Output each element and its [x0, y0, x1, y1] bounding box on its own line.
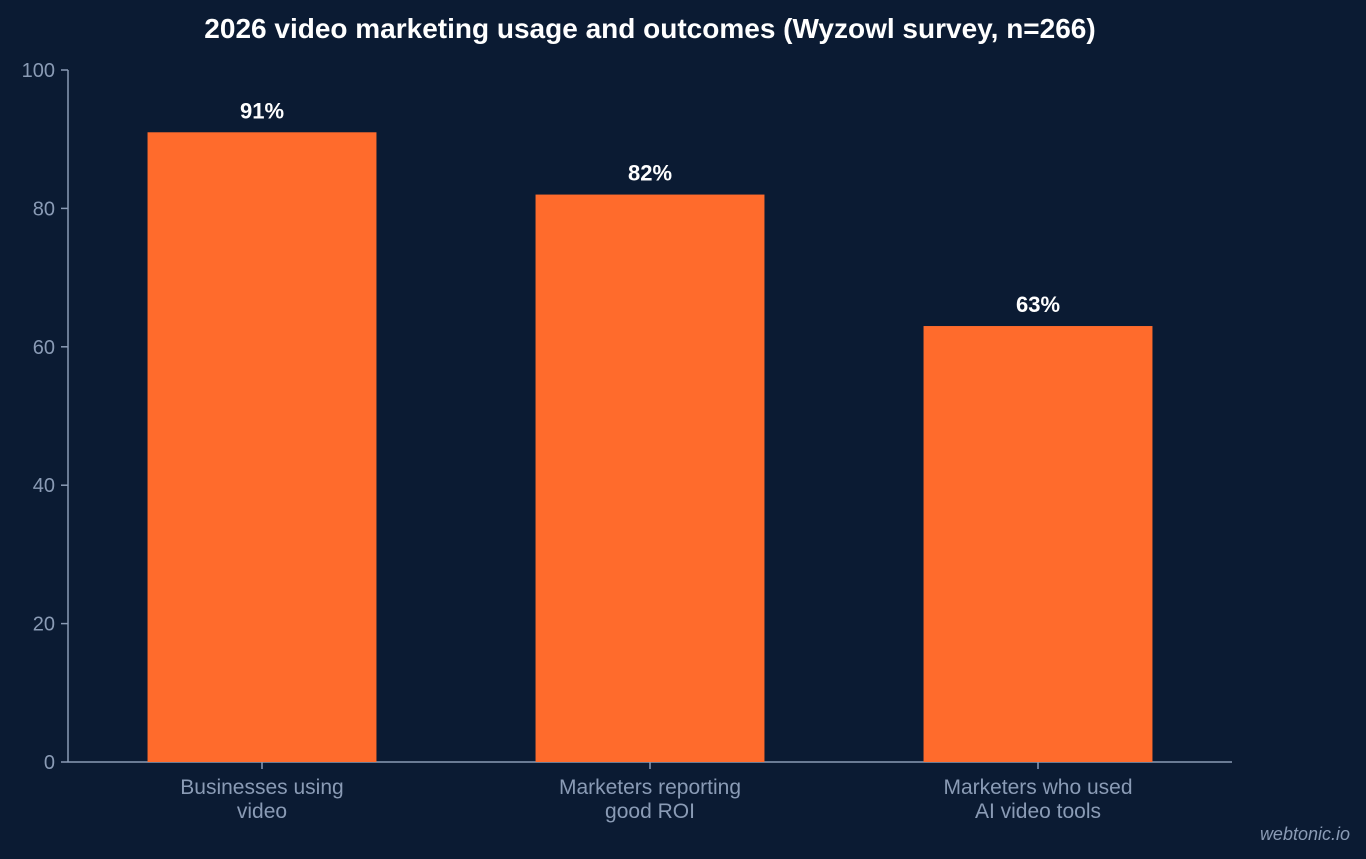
y-tick-label: 0 — [44, 752, 55, 774]
bar — [535, 194, 765, 762]
x-tick-label: video — [237, 800, 287, 823]
y-tick-label: 100 — [22, 60, 55, 82]
x-tick-label: Businesses using — [180, 776, 343, 799]
bars-group: 91% 82% 63% — [147, 98, 1153, 762]
bar-value-label: 63% — [1016, 292, 1060, 317]
chart-title: 2026 video marketing usage and outcomes … — [204, 13, 1095, 44]
watermark-text: webtonic.io — [1260, 824, 1350, 844]
x-tick-label: AI video tools — [975, 800, 1101, 823]
bar-value-label: 82% — [628, 161, 672, 186]
bar — [923, 326, 1153, 762]
y-tick-label: 60 — [33, 337, 55, 359]
x-tick-label: good ROI — [605, 800, 695, 823]
y-tick-label: 80 — [33, 198, 55, 220]
bar — [147, 132, 377, 762]
x-tick-label: Marketers reporting — [559, 776, 741, 799]
x-tick-label: Marketers who used — [943, 776, 1132, 799]
y-tick-label: 40 — [33, 475, 55, 497]
y-tick-label: 20 — [33, 614, 55, 636]
y-axis-ticks: 0 20 40 60 80 100 — [22, 60, 68, 774]
bar-value-label: 91% — [240, 98, 284, 123]
